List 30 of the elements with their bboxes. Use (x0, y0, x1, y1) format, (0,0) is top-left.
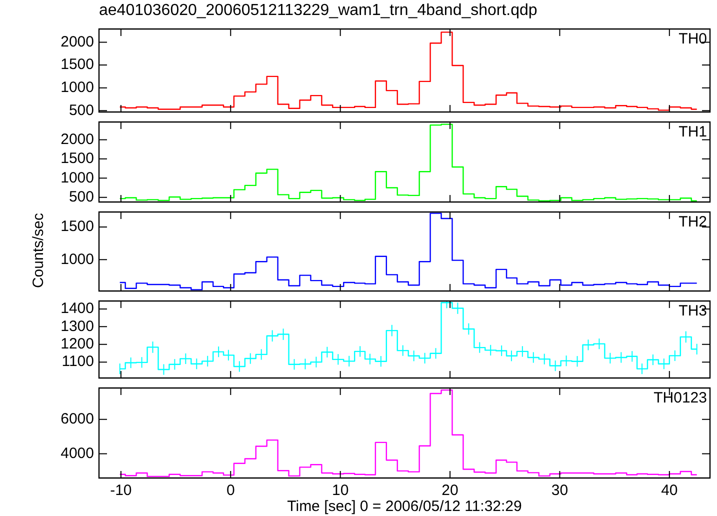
x-tick-label: 10 (332, 482, 349, 500)
y-tick-label: 500 (68, 188, 94, 206)
y-tick-label: 500 (68, 102, 94, 119)
x-tick-label: 30 (551, 482, 568, 500)
y-tick-label: 1200 (60, 336, 94, 353)
x-tick-label: 0 (226, 482, 235, 500)
x-tick-label: 20 (442, 482, 458, 500)
text: TH0123 (654, 390, 707, 407)
y-tick-label: 2000 (60, 33, 94, 50)
y-tick-label: 4000 (60, 444, 94, 462)
y-tick-label: 1000 (60, 78, 94, 96)
text: TH1 (678, 124, 707, 141)
y-tick-label: 1100 (62, 353, 94, 370)
y-tick-label: 6000 (60, 410, 94, 428)
x-tick-label: -10 (110, 482, 132, 500)
chart-title: ae401036020_20060512113229_wam1_trn_4band_short.qdp (99, 2, 538, 20)
y-axis-title: Counts/sec (30, 212, 47, 288)
y-tick-label: 1500 (60, 150, 94, 168)
y-tick-label: 1300 (60, 318, 94, 335)
y-tick-label: 1000 (60, 250, 94, 268)
y-tick-label: 2000 (60, 130, 94, 148)
y-tick-label: 1000 (60, 169, 94, 186)
y-tick-label: 1400 (60, 300, 94, 318)
x-tick-label: 40 (661, 482, 678, 500)
text: TH0 (678, 30, 707, 48)
text: TH2 (678, 214, 707, 231)
y-tick-label: 1500 (60, 56, 94, 74)
x-axis-title: Time [sec] 0 = 2006/05/12 11:32:29 (286, 498, 523, 515)
series-label: TH3 (678, 302, 707, 320)
y-tick-label: 1500 (60, 218, 94, 236)
